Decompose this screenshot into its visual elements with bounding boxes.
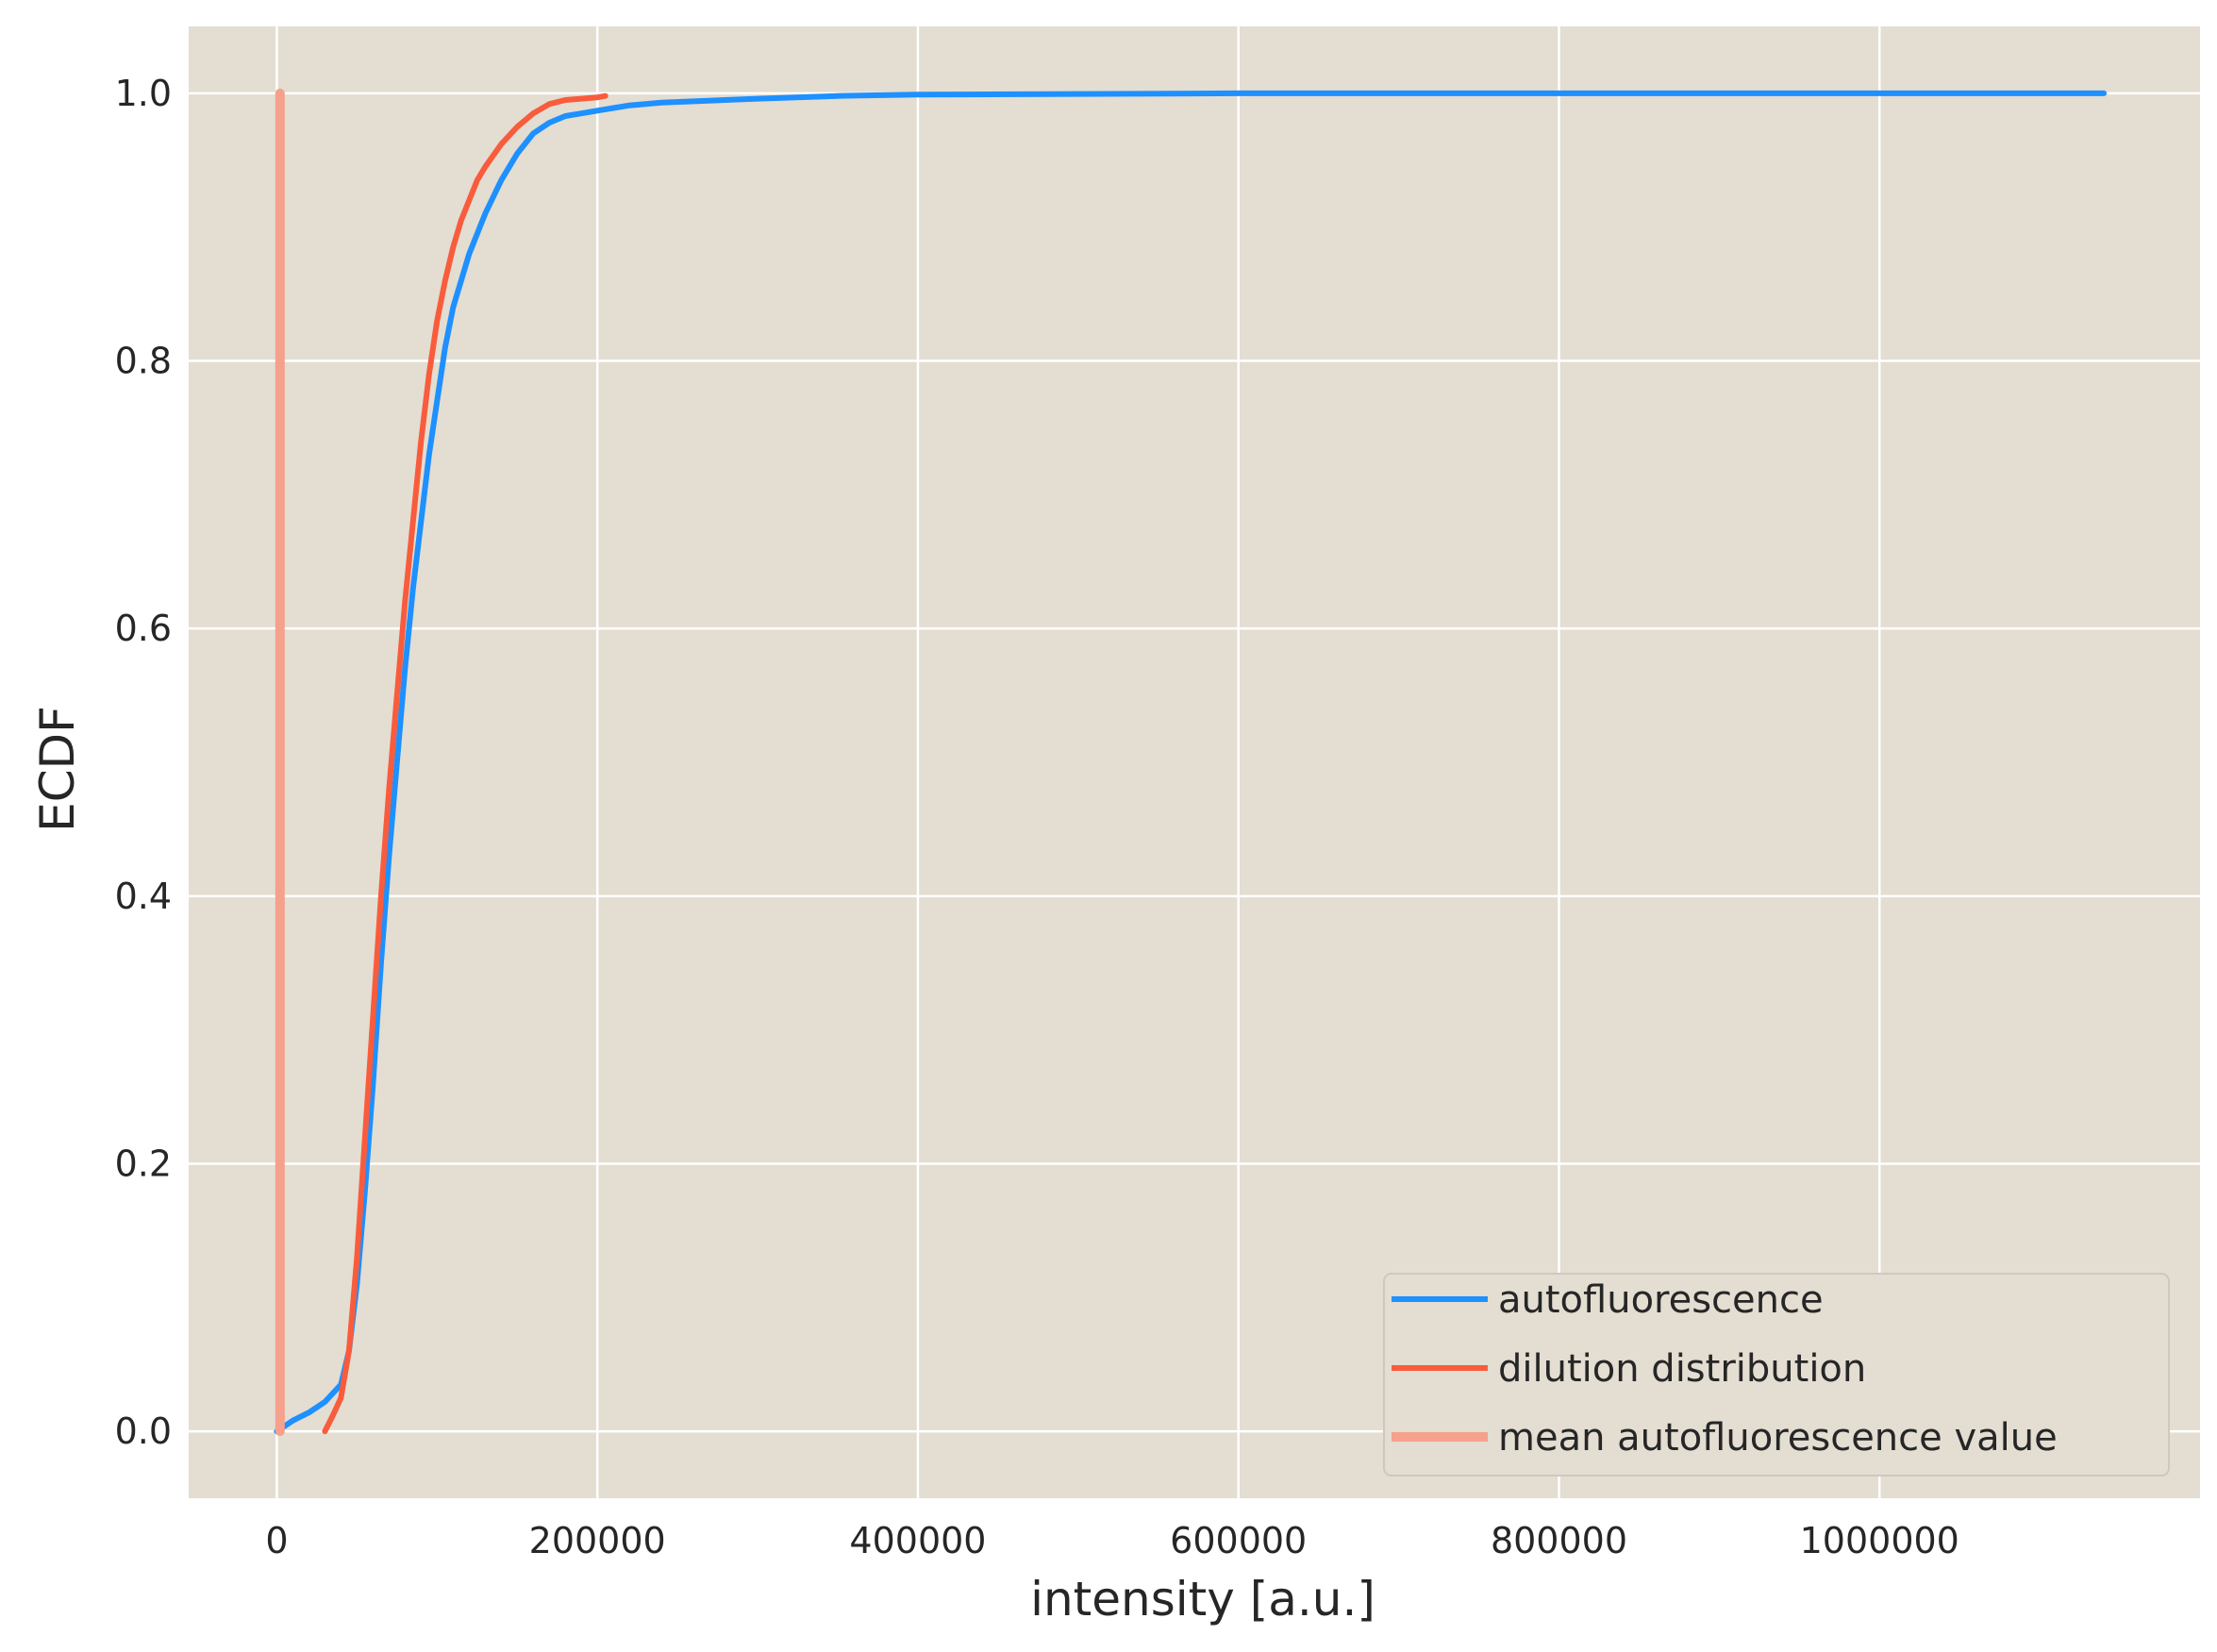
- y-tick-label: 1.0: [115, 73, 172, 114]
- x-tick-label: 400000: [849, 1520, 986, 1561]
- y-tick-label: 0.8: [115, 341, 172, 382]
- tick-labels: 0 200000 400000 600000 800000 1000000 0.0 0.2 0.…: [115, 73, 1959, 1561]
- x-tick-label: 200000: [529, 1520, 666, 1561]
- y-axis-label: ECDF: [30, 706, 85, 832]
- series-lines: [274, 88, 2108, 1437]
- x-axis-label: intensity [a.u.]: [1030, 1572, 1375, 1627]
- x-tick-label: 800000: [1491, 1520, 1627, 1561]
- plot-background: [189, 26, 2200, 1498]
- y-tick-label: 0.0: [115, 1410, 172, 1452]
- series-dilution-distribution: [322, 92, 608, 1435]
- grid: [189, 26, 2200, 1498]
- legend-box: [1383, 1273, 2170, 1477]
- x-tick-label: 1000000: [1800, 1520, 1959, 1561]
- legend-label-autofluorescence: autofluorescence: [1498, 1278, 1824, 1322]
- y-tick-label: 0.2: [115, 1143, 172, 1184]
- y-tick-label: 0.6: [115, 608, 172, 649]
- legend-label-dilution-distribution: dilution distribution: [1498, 1347, 1866, 1391]
- y-tick-label: 0.4: [115, 876, 172, 917]
- legend: autofluorescence dilution distribution m…: [1383, 1273, 2170, 1477]
- series-autofluorescence: [274, 90, 2108, 1435]
- legend-label-mean-autofluorescence-value: mean autofluorescence value: [1498, 1416, 2058, 1460]
- x-tick-label: 0: [265, 1520, 288, 1561]
- x-tick-label: 600000: [1170, 1520, 1307, 1561]
